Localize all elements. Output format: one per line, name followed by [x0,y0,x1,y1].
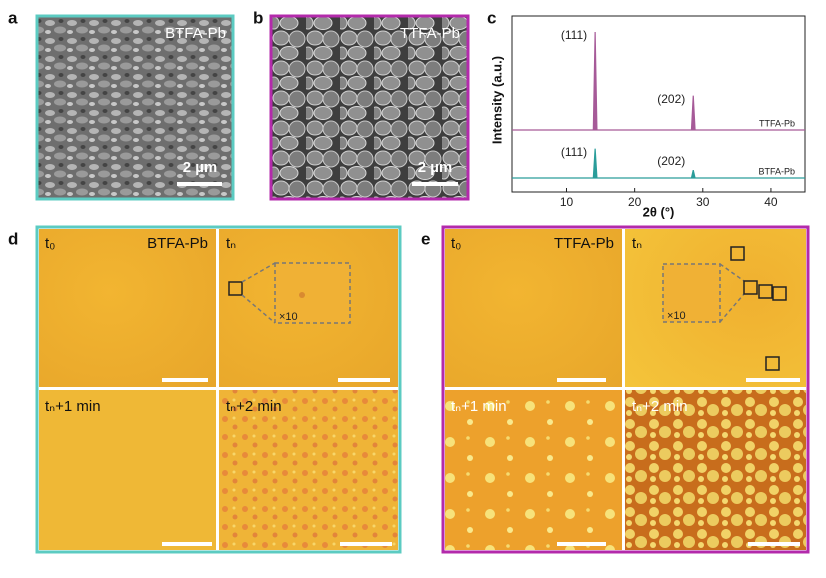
y-axis-label: Intensity (a.u.) [489,56,504,144]
microscopy-panel [441,225,810,554]
x-tick-label: 30 [696,195,710,209]
time-label: t₀ [45,235,55,252]
panel-label: e [421,229,430,248]
peak [690,95,696,131]
time-label: tₙ [632,235,642,252]
x-tick-label: 10 [560,195,574,209]
peak-label: (111) [561,145,587,159]
peak-label: (202) [657,154,685,168]
peak [690,170,696,179]
series-label: BTFA-Pb [758,166,795,176]
caption: BTFA-Pb [147,235,208,252]
peak [592,148,598,179]
panel-label: d [8,229,18,248]
x-tick-label: 40 [764,195,778,209]
caption: TTFA-Pb [554,235,614,252]
sem-image [269,14,470,201]
sem-image [35,14,235,201]
x-tick-label: 20 [628,195,642,209]
series-label: TTFA-Pb [759,118,795,128]
peak [592,31,598,131]
caption: BTFA-Pb [165,25,226,42]
caption: TTFA-Pb [400,25,460,42]
panel-label: c [487,8,496,27]
time-label: t₀ [451,235,461,252]
panel-label: a [8,8,18,27]
time-label: tₙ [226,235,236,252]
plot-frame [511,15,806,193]
peak-label: (111) [561,28,587,42]
zoom-label: ×10 [279,311,298,323]
zoom-label: ×10 [667,310,686,322]
x-axis-label: 2θ (°) [643,204,675,219]
time-label: tₙ+1 min [451,398,507,415]
scale-label: 2 µm [418,159,453,176]
panel-label: b [253,8,263,27]
xrd-chart: 10 20 30 40 2θ (°) Intensity (a.u.) TTFA-Pb (11… [489,15,806,219]
time-label: tₙ+2 min [226,398,282,415]
scale-label: 2 µm [183,159,218,176]
time-label: tₙ+1 min [45,398,101,415]
microscopy-panel [35,225,402,554]
peak-label: (202) [657,92,685,106]
time-label: tₙ+2 min [632,398,688,415]
